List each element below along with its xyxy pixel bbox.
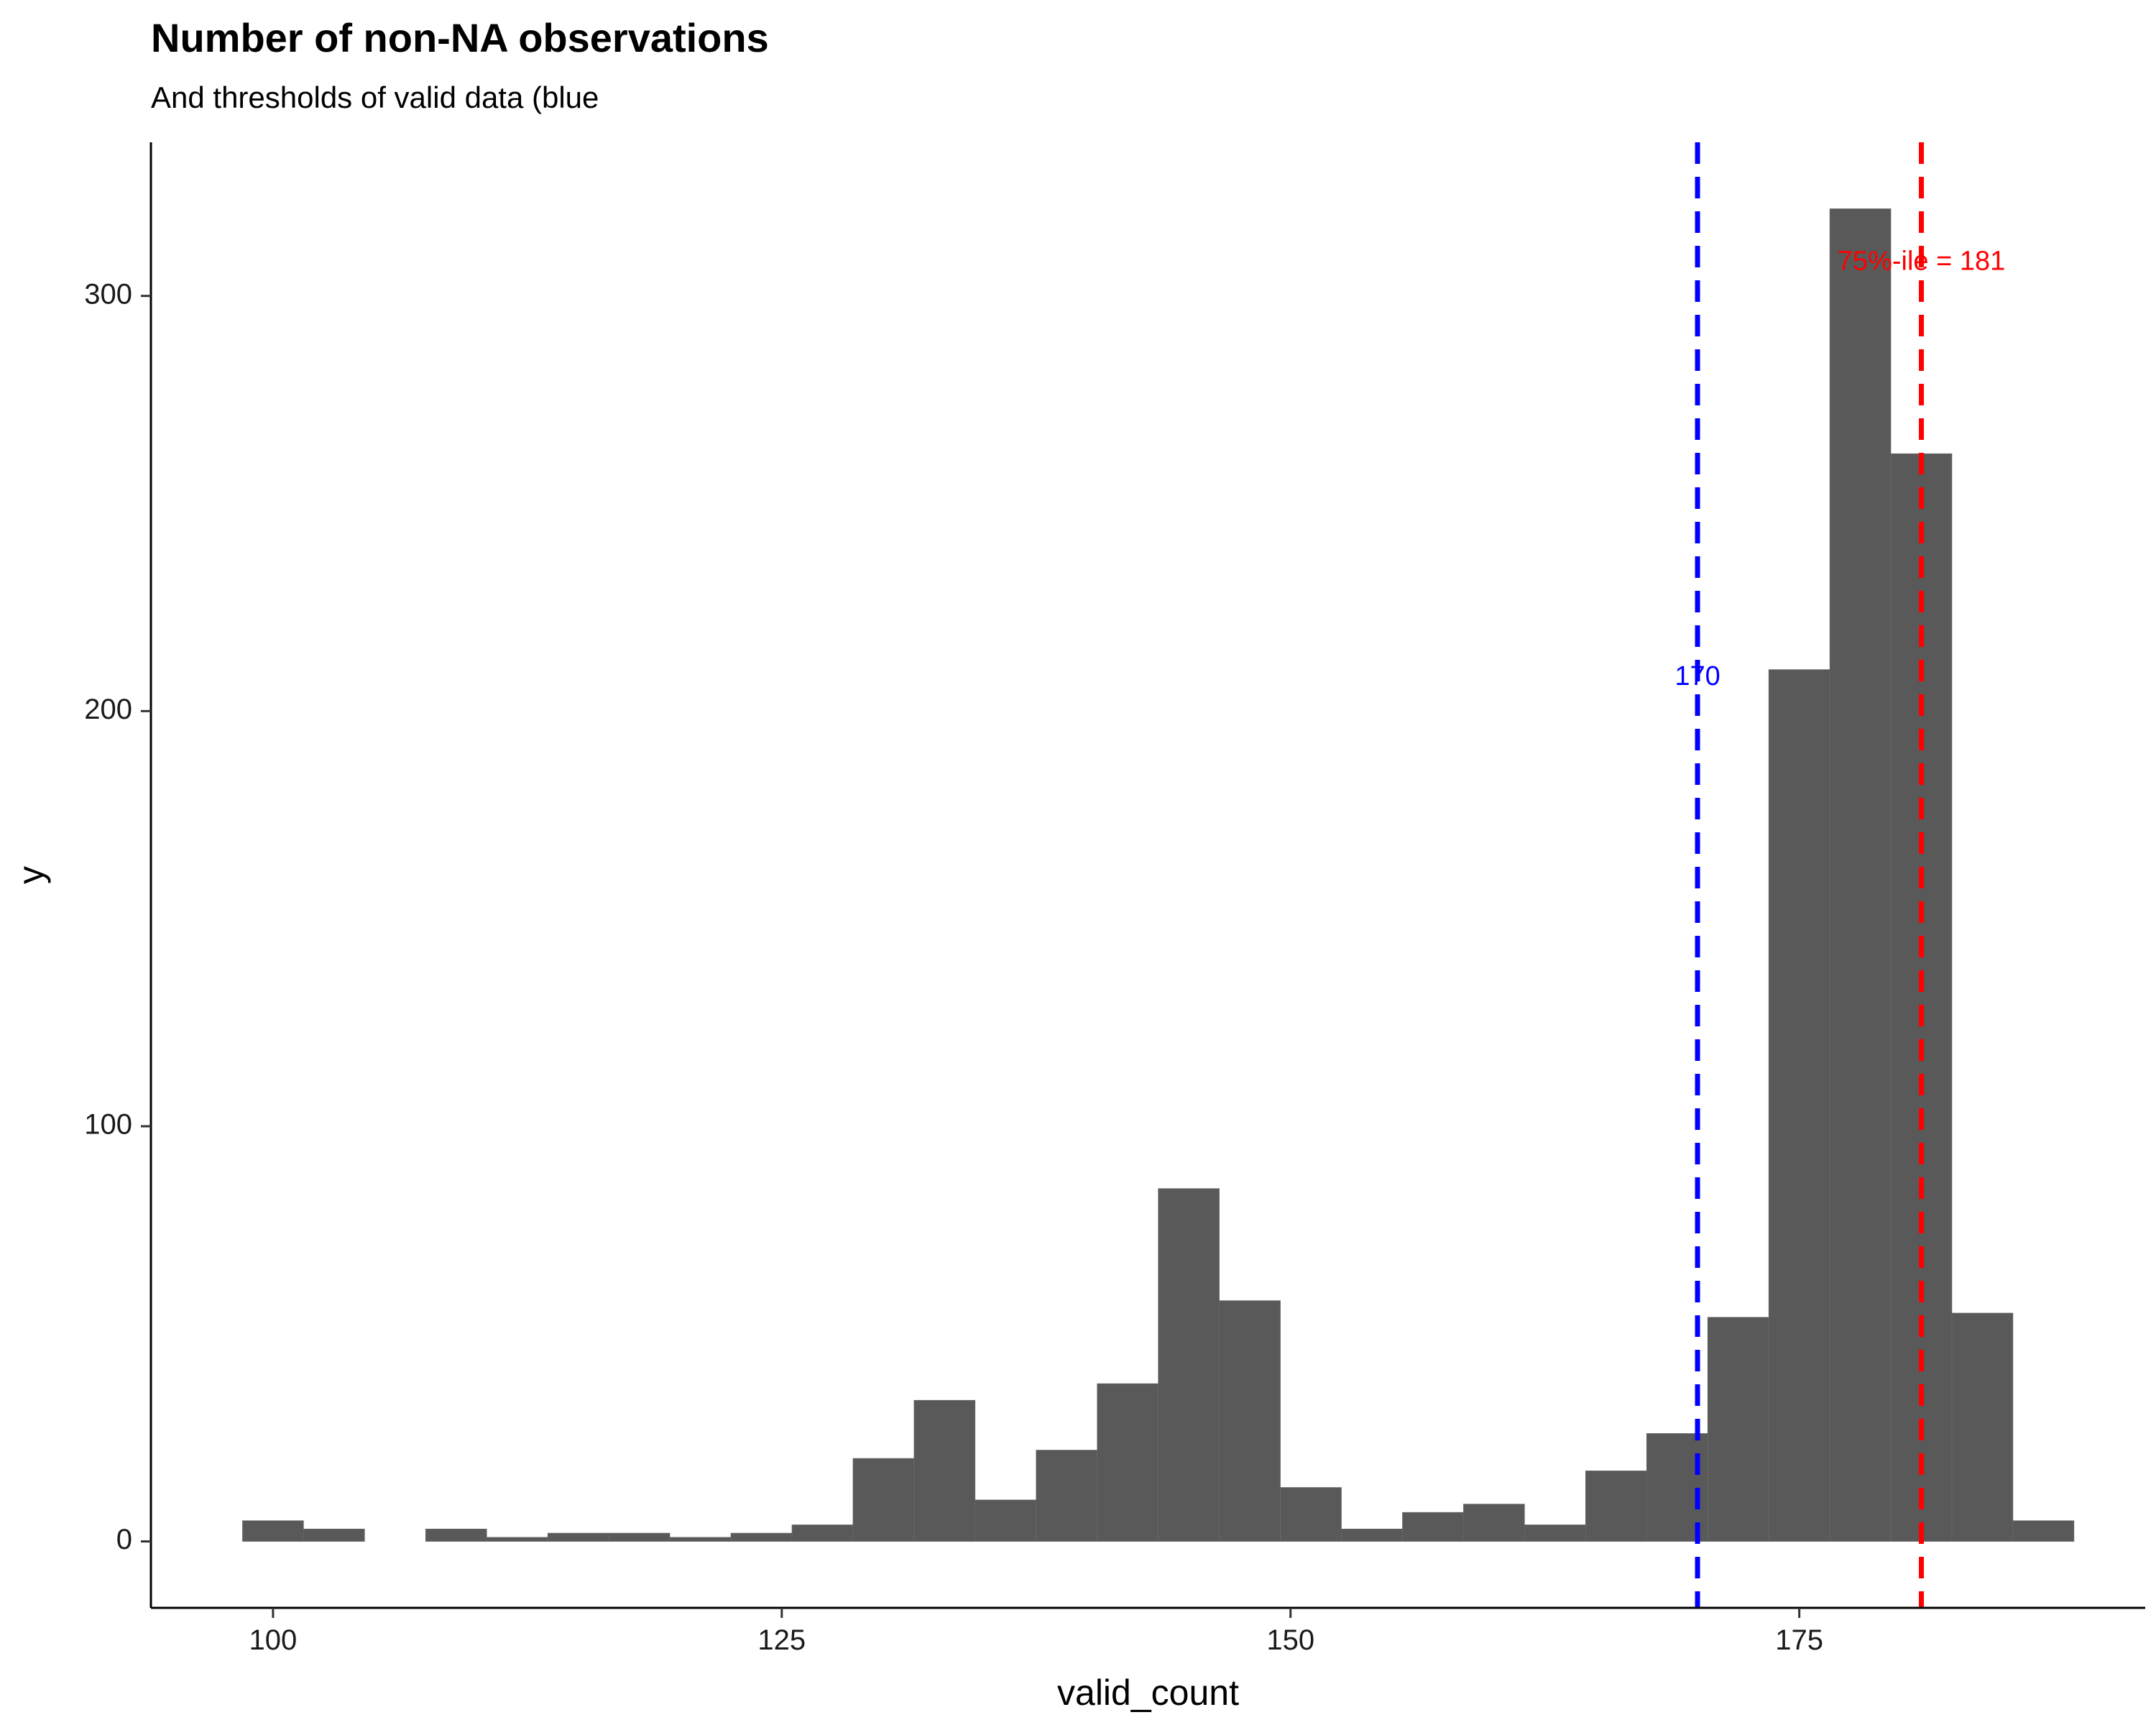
histogram-bar — [486, 1537, 548, 1542]
threshold-label-red: 75%-ile = 181 — [1838, 247, 2005, 277]
histogram-bar — [730, 1532, 793, 1542]
x-tick-label: 175 — [1775, 1624, 1823, 1656]
histogram-bar — [913, 1399, 976, 1542]
y-axis-label: y — [11, 866, 51, 884]
histogram-bar — [303, 1528, 365, 1542]
histogram-bar — [425, 1528, 487, 1542]
y-tick-label: 300 — [84, 278, 132, 310]
histogram-bar — [1890, 453, 1953, 1542]
histogram-bar — [669, 1537, 732, 1542]
y-tick-label: 100 — [84, 1109, 132, 1141]
histogram-bar — [1463, 1504, 1525, 1542]
histogram-bar — [1524, 1524, 1586, 1542]
histogram-bar — [1951, 1312, 2014, 1542]
y-tick-label: 200 — [84, 694, 132, 725]
histogram-bar — [852, 1458, 915, 1542]
x-tick-label: 150 — [1266, 1624, 1314, 1656]
histogram-bar — [242, 1520, 304, 1542]
histogram-bar — [1158, 1188, 1220, 1542]
histogram-bar — [547, 1532, 609, 1542]
histogram-bar — [791, 1524, 854, 1542]
histogram-bar — [2012, 1520, 2075, 1542]
histogram-bar — [1219, 1300, 1281, 1542]
histogram-bar — [1585, 1471, 1647, 1542]
chart-title: Number of non-NA observations — [151, 15, 769, 60]
x-tick-label: 125 — [757, 1624, 806, 1656]
histogram-bar — [1707, 1317, 1769, 1542]
histogram-bar — [1280, 1487, 1342, 1542]
x-tick-label: 100 — [249, 1624, 298, 1656]
x-axis-label: valid_count — [1057, 1673, 1239, 1713]
histogram-bar — [608, 1532, 671, 1542]
threshold-label-blue: 170 — [1674, 661, 1720, 691]
chart-subtitle: And thresholds of valid data (blue — [151, 80, 599, 114]
y-tick-label: 0 — [116, 1524, 132, 1555]
histogram-bar — [1036, 1450, 1098, 1542]
histogram-bar — [1097, 1383, 1158, 1542]
histogram-bar — [1829, 208, 1892, 1542]
histogram-bar — [975, 1499, 1037, 1542]
histogram-bar — [1768, 669, 1830, 1542]
histogram-bar — [1402, 1512, 1464, 1542]
histogram-bar — [1341, 1528, 1403, 1542]
